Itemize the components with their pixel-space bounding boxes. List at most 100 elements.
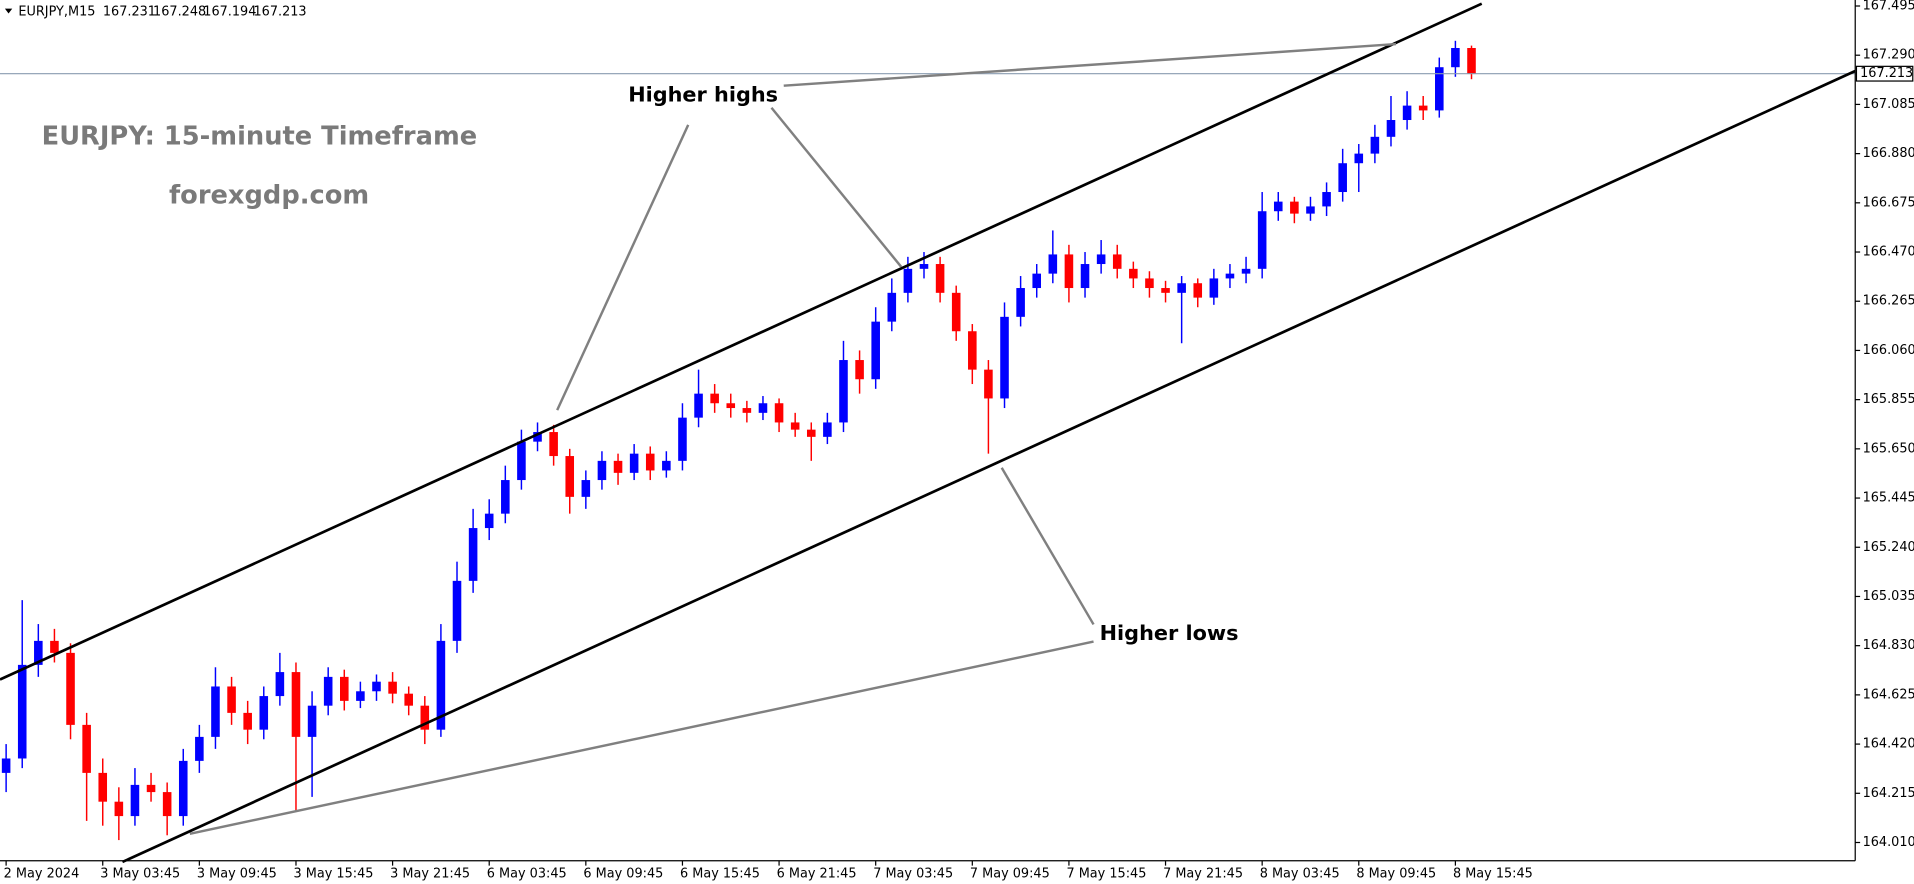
y-tick-label: 164.830 [1863, 638, 1914, 653]
symbol: EURJPY,M15 [18, 5, 95, 20]
candle-body [774, 403, 784, 423]
candle-body [146, 784, 156, 793]
candle-body [1193, 283, 1203, 298]
candle-body [307, 705, 317, 737]
x-tick-label: 6 May 03:45 [487, 867, 567, 882]
header-value: 167.213 [253, 5, 306, 20]
candle-body [968, 331, 977, 370]
candle-body [404, 693, 413, 706]
x-tick-label: 7 May 09:45 [970, 867, 1050, 882]
candle-body [629, 453, 639, 473]
candle-body [1048, 254, 1058, 274]
candle-body [710, 393, 719, 404]
annotation: Higher highs [628, 83, 778, 107]
x-tick-label: 3 May 15:45 [294, 867, 374, 882]
candle-body [484, 513, 494, 529]
annotation: Higher lows [1100, 621, 1239, 645]
candle-body [98, 772, 108, 802]
candle-body [34, 640, 43, 665]
y-tick-label: 164.420 [1863, 737, 1914, 752]
y-tick-label: 165.035 [1863, 589, 1914, 604]
candle-body [1161, 288, 1170, 293]
x-tick-label: 3 May 21:45 [390, 867, 470, 882]
candle-body [162, 792, 172, 817]
candle-body [919, 264, 929, 269]
candle-body [1225, 273, 1235, 279]
x-tick-label: 8 May 09:45 [1356, 867, 1436, 882]
x-tick-label: 7 May 21:45 [1163, 867, 1243, 882]
candle-body [565, 456, 575, 497]
y-tick-label: 164.010 [1863, 835, 1914, 850]
candle-body [1290, 201, 1299, 214]
candle-body [1016, 288, 1025, 317]
candle-body [178, 760, 188, 817]
candle-body [726, 403, 736, 409]
candle-body [1096, 254, 1106, 265]
current-price-label: 167.213 [1860, 66, 1913, 81]
y-tick-label: 166.880 [1863, 146, 1914, 161]
pointer [770, 106, 903, 268]
annotation-pointers [189, 42, 1397, 835]
candle-body [951, 292, 961, 332]
candle-body [1306, 206, 1315, 214]
candle-body [323, 676, 333, 706]
candle-body [259, 696, 269, 730]
candle-body [130, 784, 140, 817]
candle-body [1322, 192, 1331, 207]
candle-body [50, 640, 59, 653]
candle-body [388, 681, 397, 694]
x-tick-label: 6 May 09:45 [583, 867, 663, 882]
y-tick-label: 166.675 [1863, 195, 1914, 210]
candle-body [1354, 153, 1364, 164]
candle-body [1386, 120, 1396, 137]
y-tick-label: 164.215 [1863, 786, 1914, 801]
candle-body [1080, 264, 1090, 289]
candle-body [613, 460, 623, 473]
candle-body [1435, 67, 1444, 111]
x-tick-label: 3 May 03:45 [100, 867, 180, 882]
candle-body [533, 432, 542, 442]
candle-body [823, 422, 832, 437]
candle-body [452, 580, 462, 641]
y-tick-label: 166.060 [1863, 343, 1914, 358]
chart-title: EURJPY: 15-minute Timeframe [42, 122, 478, 152]
candle-body [581, 480, 591, 497]
candle-body [1241, 268, 1251, 274]
candle-body [871, 321, 880, 380]
pointer [1000, 467, 1095, 626]
upper-channel-line [0, 2, 1483, 681]
candle-body [742, 408, 752, 413]
candle-body [17, 664, 27, 759]
x-tick-label: 8 May 03:45 [1260, 867, 1340, 882]
y-tick-label: 167.495 [1863, 0, 1914, 14]
candle-body [1338, 163, 1347, 193]
candle-body [340, 676, 349, 701]
lower-channel-line [121, 69, 1856, 864]
candle-body [420, 705, 430, 730]
candle-body [1370, 136, 1380, 154]
candle-body [1, 758, 11, 773]
x-tick-label: 8 May 15:45 [1453, 867, 1533, 882]
candle-body [291, 672, 301, 737]
pointer [189, 640, 1094, 835]
candle-body [227, 686, 236, 713]
candle-body [356, 691, 365, 701]
y-tick-label: 165.855 [1863, 392, 1914, 407]
candle-body [1129, 268, 1138, 279]
candle-body [1064, 254, 1074, 289]
candle-body [662, 460, 671, 471]
header-value: 167.194 [203, 5, 256, 20]
candle-body [1418, 105, 1428, 111]
candle-body [790, 422, 800, 430]
candle-body [1112, 254, 1122, 269]
candle-body [806, 429, 816, 437]
chart-subtitle: forexgdp.com [169, 180, 369, 210]
candle-body [243, 712, 252, 730]
candle-body [468, 528, 478, 581]
candle-body [211, 686, 220, 737]
candles [0, 40, 1856, 841]
candle-body [887, 292, 897, 322]
